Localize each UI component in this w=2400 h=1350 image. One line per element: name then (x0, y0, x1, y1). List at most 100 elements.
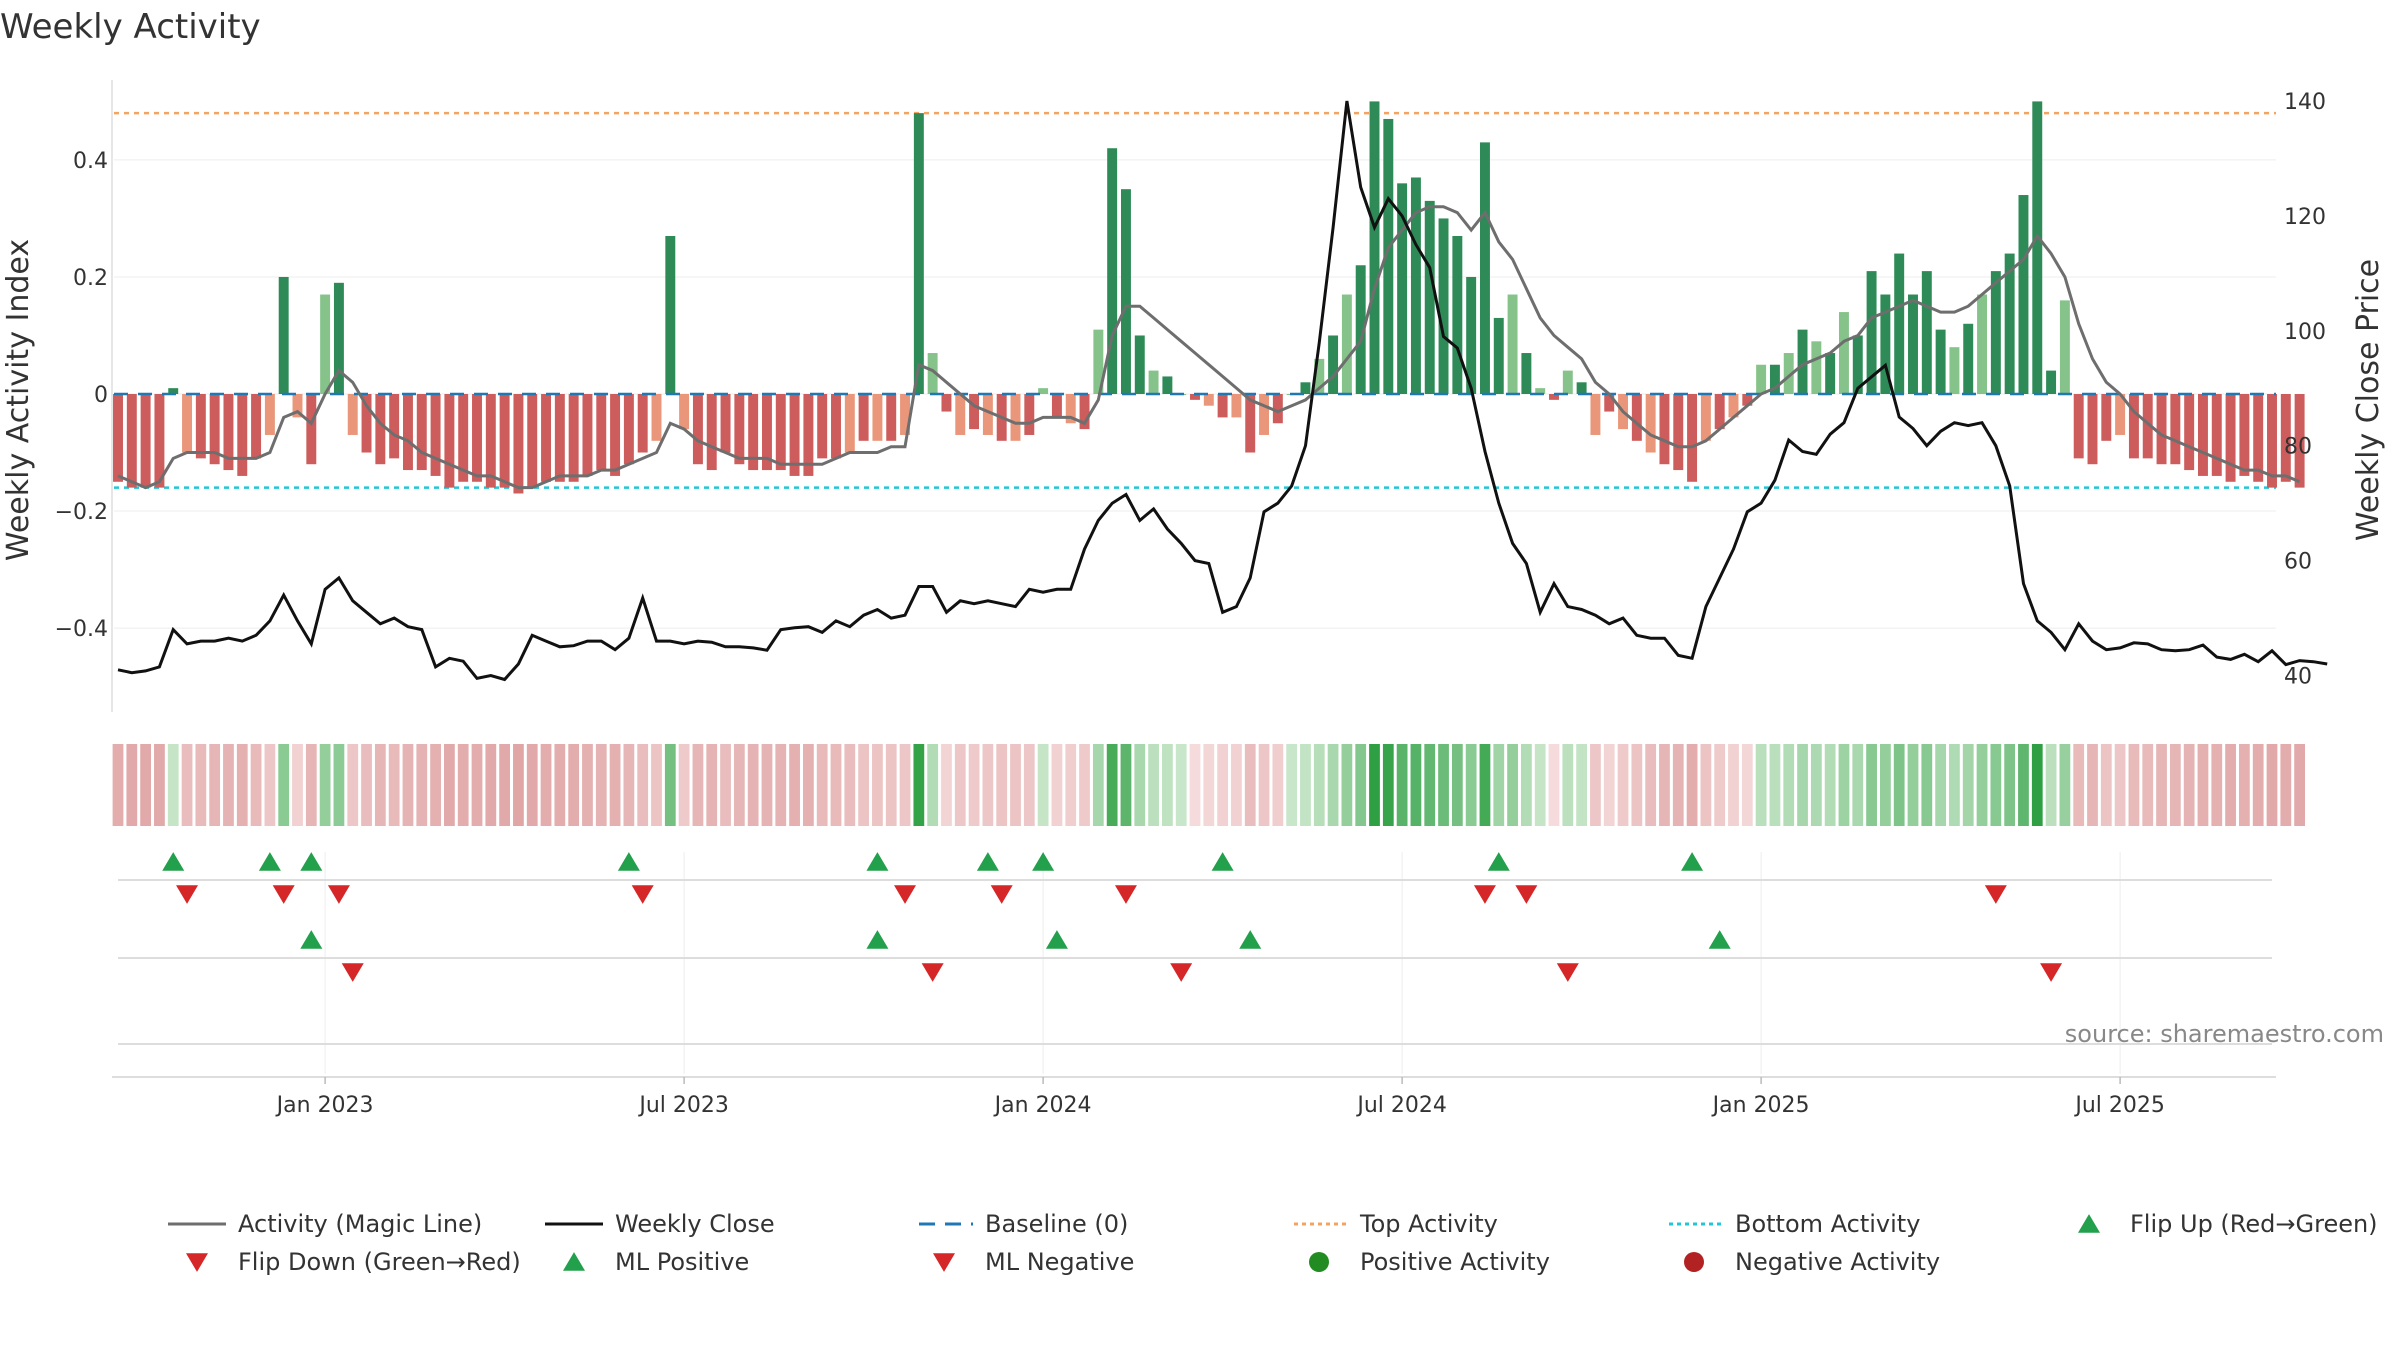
strip-cell (1037, 744, 1049, 826)
activity-bar (416, 394, 427, 471)
activity-bar (1700, 394, 1711, 441)
strip-cell (443, 744, 455, 826)
activity-bar (1369, 101, 1380, 394)
strip-cell (167, 744, 179, 826)
strip-cell (1976, 744, 1988, 826)
strip-cell (1244, 744, 1256, 826)
strip-cell (2294, 744, 2306, 826)
flip-down-marker (1114, 885, 1137, 904)
strip-cell (1424, 744, 1436, 826)
strip-cell (1175, 744, 1187, 826)
right-tick-label: 120 (2284, 205, 2326, 230)
activity-bar (2004, 253, 2015, 394)
activity-bar (140, 394, 151, 488)
strip-cell (2225, 744, 2236, 826)
activity-bar (2280, 394, 2291, 482)
activity-bar (2115, 394, 2126, 435)
flip-down-marker (176, 885, 199, 904)
activity-bar (1880, 294, 1891, 394)
strip-cell (513, 744, 524, 826)
strip-cell (927, 744, 939, 826)
strip-cell (1507, 744, 1518, 826)
right-tick-label: 100 (2284, 320, 2326, 345)
activity-bar (2225, 394, 2236, 482)
activity-bar (720, 394, 731, 453)
chart-title: Weekly Activity (0, 7, 261, 47)
x-tick-label: Jan 2025 (1711, 1093, 1810, 1118)
activity-bar (1466, 276, 1477, 394)
activity-bar (333, 282, 344, 394)
activity-bar (361, 394, 372, 453)
strip-cell (651, 744, 662, 826)
strip-cell (126, 744, 138, 826)
left-axis-ticks: 0.4 0.2 0 −0.2 −0.4 (55, 149, 108, 642)
strip-cell (2087, 744, 2098, 826)
activity-bar (831, 394, 841, 459)
strip-cell (982, 744, 994, 826)
strip-cell (250, 744, 262, 826)
strip-cell (1949, 744, 1960, 826)
strip-cell (1479, 744, 1491, 826)
activity-bar (2294, 394, 2305, 488)
flip-down-marker (327, 885, 350, 904)
activity-bar (1990, 271, 2001, 394)
strip-cell (278, 744, 290, 826)
activity-bar (2059, 300, 2070, 394)
strip-cell (195, 744, 207, 826)
flip-up-marker (258, 852, 281, 871)
activity-bar (430, 394, 441, 476)
flip-down-marker (894, 885, 917, 904)
legend-item: Bottom Activity (1669, 1210, 1920, 1238)
activity-bar (278, 276, 289, 394)
strip-cell (361, 744, 372, 826)
activity-bar (1217, 394, 1228, 418)
legend-label: Flip Up (Red→Green) (2130, 1210, 2378, 1238)
strip-cell (1783, 744, 1795, 826)
activity-bar (1010, 394, 1021, 441)
legend-label: Top Activity (1359, 1210, 1498, 1238)
y-axis-label-left: Weekly Activity Index (1, 239, 36, 561)
flip-up-marker (1487, 852, 1510, 871)
activity-bar (1908, 294, 1918, 394)
legend-swatch (186, 1253, 208, 1272)
activity-bar (2197, 394, 2208, 476)
activity-bar (1190, 394, 1200, 400)
strip-cell (1824, 744, 1836, 826)
activity-bar (1549, 394, 1559, 400)
strip-cell (1741, 744, 1753, 826)
ml-positive-marker (300, 930, 323, 949)
strip-cell (2211, 744, 2223, 826)
activity-bar (1148, 370, 1159, 394)
legend-item: Weekly Close (545, 1210, 775, 1238)
strip-cell (1810, 744, 1822, 826)
activity-bar (237, 394, 248, 476)
activity-bar (1493, 317, 1504, 394)
activity-bar (499, 394, 510, 488)
strip-cell (499, 744, 511, 826)
activity-bar (1507, 294, 1518, 394)
strip-cell (2142, 744, 2154, 826)
x-tick-label: Jan 2023 (275, 1093, 374, 1118)
activity-bar (402, 394, 413, 471)
legend-swatch (2078, 1214, 2100, 1233)
activity-bar (1866, 271, 1877, 394)
strip-cell (720, 744, 731, 826)
ml-positive-marker (1708, 930, 1731, 949)
strip-cell (236, 744, 248, 826)
activity-bar (637, 394, 648, 453)
strip-cell (540, 744, 552, 826)
left-tick-label: −0.2 (55, 500, 108, 525)
strip-cell (2266, 744, 2278, 826)
strip-cell (1769, 744, 1781, 826)
activity-bar (941, 394, 952, 412)
activity-bar (1120, 189, 1131, 394)
legend-item: ML Positive (563, 1248, 749, 1276)
activity-bar (347, 394, 358, 435)
strip-cell (858, 744, 870, 826)
x-axis-ticks: Jan 2023 Jul 2023 Jan 2024 Jul 2024 Jan 2025… (275, 1077, 2165, 1118)
x-tick-label: Jan 2024 (993, 1093, 1092, 1118)
ml-negative-marker (2040, 963, 2063, 982)
strip-cell (706, 744, 718, 826)
x-tick-label: Jul 2023 (637, 1093, 729, 1118)
legend-label: ML Negative (985, 1248, 1134, 1276)
